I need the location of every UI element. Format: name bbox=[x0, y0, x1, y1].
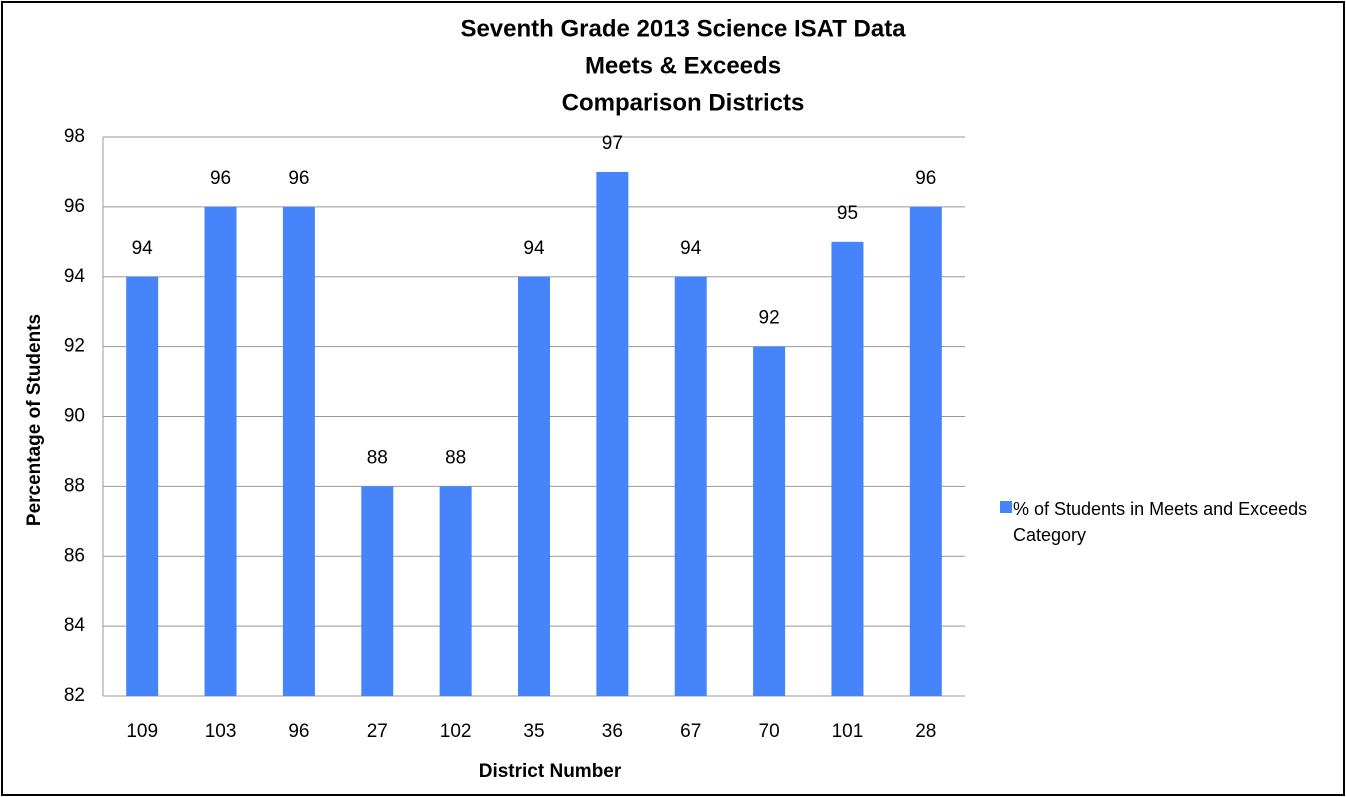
value-label: 94 bbox=[523, 238, 545, 259]
y-tick-label: 98 bbox=[64, 126, 85, 147]
value-label: 96 bbox=[288, 168, 309, 189]
chart-title: Seventh Grade 2013 Science ISAT Data bbox=[460, 15, 906, 42]
bar bbox=[674, 276, 707, 696]
y-tick-label: 86 bbox=[64, 545, 85, 566]
chart-title: Comparison Districts bbox=[562, 89, 805, 116]
bar bbox=[204, 206, 237, 696]
bar bbox=[518, 276, 550, 696]
bar bbox=[909, 206, 942, 696]
legend-label: % of Students in Meets and Exceeds Categ… bbox=[1013, 499, 1308, 545]
value-label: 96 bbox=[915, 168, 936, 189]
x-tick-label: 35 bbox=[523, 721, 544, 742]
y-tick-label: 88 bbox=[64, 475, 85, 496]
x-tick-label: 103 bbox=[205, 721, 237, 742]
value-label: 97 bbox=[602, 133, 623, 154]
value-label: 95 bbox=[837, 203, 858, 224]
y-tick-label: 94 bbox=[64, 266, 86, 287]
legend-swatch bbox=[1000, 501, 1012, 513]
value-label: 88 bbox=[367, 447, 388, 468]
value-label: 88 bbox=[445, 447, 466, 468]
y-tick-label: 84 bbox=[64, 615, 86, 636]
x-tick-label: 67 bbox=[680, 721, 701, 742]
y-tick-label: 92 bbox=[64, 336, 85, 357]
bar bbox=[439, 486, 472, 696]
chart-title: Meets & Exceeds bbox=[585, 52, 781, 79]
bar bbox=[831, 241, 864, 696]
x-tick-label: 96 bbox=[288, 721, 309, 742]
value-label: 94 bbox=[132, 238, 154, 259]
bar bbox=[753, 346, 786, 696]
y-tick-label: 96 bbox=[64, 196, 85, 217]
x-tick-label: 27 bbox=[367, 721, 388, 742]
x-tick-label: 36 bbox=[602, 721, 623, 742]
bar bbox=[282, 206, 315, 696]
bar bbox=[596, 171, 629, 696]
value-label: 92 bbox=[759, 308, 780, 329]
x-tick-label: 109 bbox=[126, 721, 158, 742]
x-axis-title: District Number bbox=[479, 761, 622, 782]
y-tick-label: 90 bbox=[64, 406, 85, 427]
y-tick-label: 82 bbox=[64, 685, 85, 706]
x-tick-label: 101 bbox=[832, 721, 864, 742]
x-tick-label: 102 bbox=[440, 721, 472, 742]
x-tick-label: 70 bbox=[759, 721, 780, 742]
bar bbox=[361, 486, 394, 696]
x-tick-label: 28 bbox=[915, 721, 936, 742]
y-axis-title: Percentage of Students bbox=[24, 314, 45, 526]
value-label: 96 bbox=[210, 168, 231, 189]
value-label: 94 bbox=[680, 238, 702, 259]
bar bbox=[126, 276, 159, 696]
